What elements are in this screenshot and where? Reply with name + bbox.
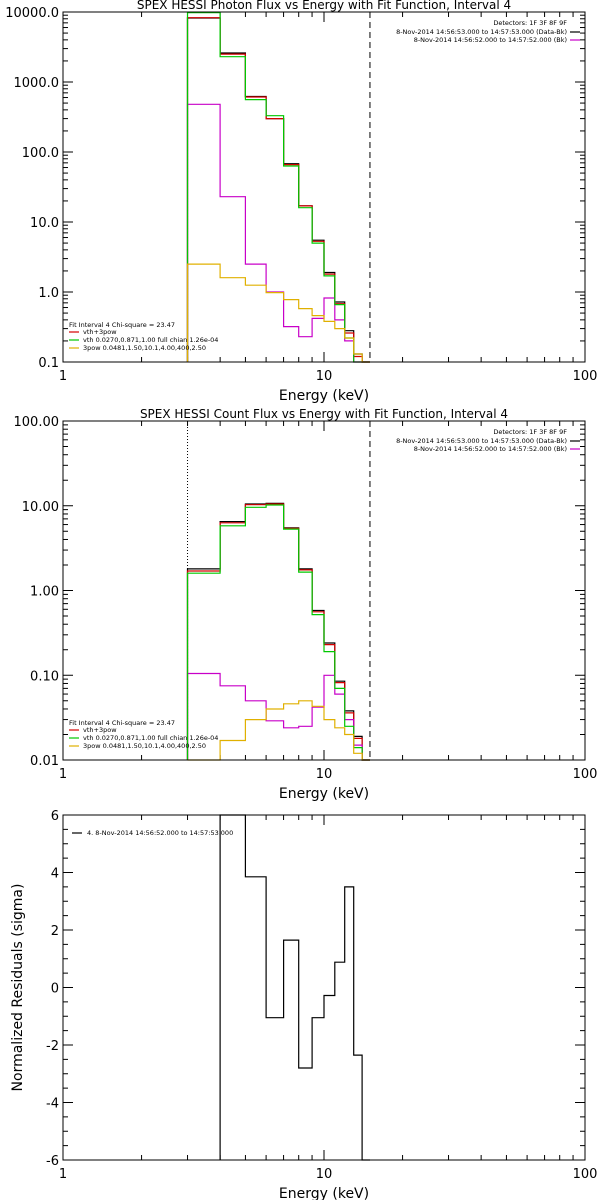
legend-entry: 8-Nov-2014 14:56:52.000 to 14:57:52.000 … <box>414 445 567 453</box>
legend-header: Detectors: 1F 3F 8F 9F <box>493 19 567 27</box>
x-tick-label: 10 <box>316 1167 333 1182</box>
legend-entry: 4. 8-Nov-2014 14:56:52.000 to 14:57:53.0… <box>87 829 233 837</box>
y-tick-label: 4 <box>51 867 59 882</box>
x-tick-label: 1 <box>59 1167 67 1182</box>
legend-entry: vth 0.0270,0.871,1.00 full chian 1.26e-0… <box>83 336 218 344</box>
legend-entry: 3pow 0.0481,1.50,10.1,4.00,400,2.50 <box>83 742 206 750</box>
legend-header: Fit Interval 4 Chi-square = 23.47 <box>69 719 175 727</box>
series-line-3 <box>186 103 370 363</box>
series-line-2 <box>186 17 370 363</box>
x-tick-label: 10 <box>316 767 333 782</box>
y-tick-label: 1.0 <box>38 286 59 301</box>
plot-frame <box>62 11 586 363</box>
y-tick-label: 2 <box>51 924 59 939</box>
y-tick-label: 1000.0 <box>14 76 60 91</box>
y-tick-label: 0.10 <box>30 669 59 684</box>
x-axis-label: Energy (keV) <box>279 1186 369 1200</box>
legend-left: Fit Interval 4 Chi-square = 23.47vth+3po… <box>69 321 218 352</box>
series-line-1 <box>186 17 370 363</box>
legend-header: Detectors: 1F 3F 8F 9F <box>493 428 567 436</box>
y-tick-label: 1.00 <box>30 585 59 600</box>
y-tick-label: 100.0 <box>22 146 59 161</box>
y-tick-label: -4 <box>46 1097 59 1112</box>
legend-entry: 3pow 0.0481,1.50,10.1,4.00,400,2.50 <box>83 344 206 352</box>
x-tick-label: 100 <box>573 1167 598 1182</box>
legend-right: Detectors: 1F 3F 8F 9F8-Nov-2014 14:56:5… <box>396 19 580 44</box>
series-line-1 <box>219 814 370 1161</box>
panel-3: 1 10 100 -6 -4 -2 0 2 4 6 Energy (keV) Normalized R… <box>10 809 597 1200</box>
legend-left: Fit Interval 4 Chi-square = 23.47vth+3po… <box>69 719 218 750</box>
plot-frame <box>62 420 586 761</box>
y-axis-label: Normalized Residuals (sigma) <box>10 884 26 1092</box>
legend-entry: 8-Nov-2014 14:56:52.000 to 14:57:52.000 … <box>414 36 567 44</box>
x-tick-label: 1 <box>59 767 67 782</box>
y-tick-label: 10.00 <box>22 500 59 515</box>
y-tick-label: 10000.0 <box>5 6 59 21</box>
series-line-1 <box>186 502 370 761</box>
panel-1: SPEX HESSI Photon Flux vs Energy with Fi… <box>5 0 597 404</box>
chart-title: SPEX HESSI Photon Flux vs Energy with Fi… <box>137 0 511 12</box>
y-tick-label: 10.0 <box>30 216 59 231</box>
chart-title: SPEX HESSI Count Flux vs Energy with Fit… <box>140 407 508 421</box>
y-tick-label: 6 <box>51 809 59 824</box>
x-tick-label: 1 <box>59 369 67 384</box>
y-tick-label: 0 <box>51 982 59 997</box>
x-axis-label: Energy (keV) <box>279 786 369 802</box>
plot-frame <box>62 814 586 1161</box>
x-tick-label: 100 <box>573 369 598 384</box>
y-tick-label: 100.00 <box>14 415 60 430</box>
y-tick-label: -6 <box>46 1154 59 1169</box>
legend-entry: 8-Nov-2014 14:56:53.000 to 14:57:53.000 … <box>396 28 567 36</box>
legend-right: Detectors: 1F 3F 8F 9F8-Nov-2014 14:56:5… <box>396 428 580 453</box>
series-line-2 <box>186 503 370 761</box>
legend-header: Fit Interval 4 Chi-square = 23.47 <box>69 321 175 329</box>
series-line-5 <box>186 263 370 363</box>
y-tick-label: 0.1 <box>38 356 59 371</box>
series-line-4 <box>186 12 370 363</box>
series-line-3 <box>186 672 370 761</box>
legend-entry: vth+3pow <box>83 328 117 336</box>
legend-left: 4. 8-Nov-2014 14:56:52.000 to 14:57:53.0… <box>72 829 233 837</box>
legend-entry: vth 0.0270,0.871,1.00 full chian 1.26e-0… <box>83 734 218 742</box>
legend-entry: vth+3pow <box>83 726 117 734</box>
y-tick-label: 0.01 <box>30 754 59 769</box>
x-tick-label: 10 <box>316 369 333 384</box>
series-line-5 <box>187 700 370 761</box>
legend-entry: 8-Nov-2014 14:56:53.000 to 14:57:53.000 … <box>396 437 567 445</box>
panel-2: SPEX HESSI Count Flux vs Energy with Fit… <box>14 407 598 802</box>
x-tick-label: 100 <box>573 767 598 782</box>
series-line-4 <box>186 504 370 761</box>
y-tick-label: -2 <box>46 1039 59 1054</box>
x-axis-label: Energy (keV) <box>279 388 369 404</box>
